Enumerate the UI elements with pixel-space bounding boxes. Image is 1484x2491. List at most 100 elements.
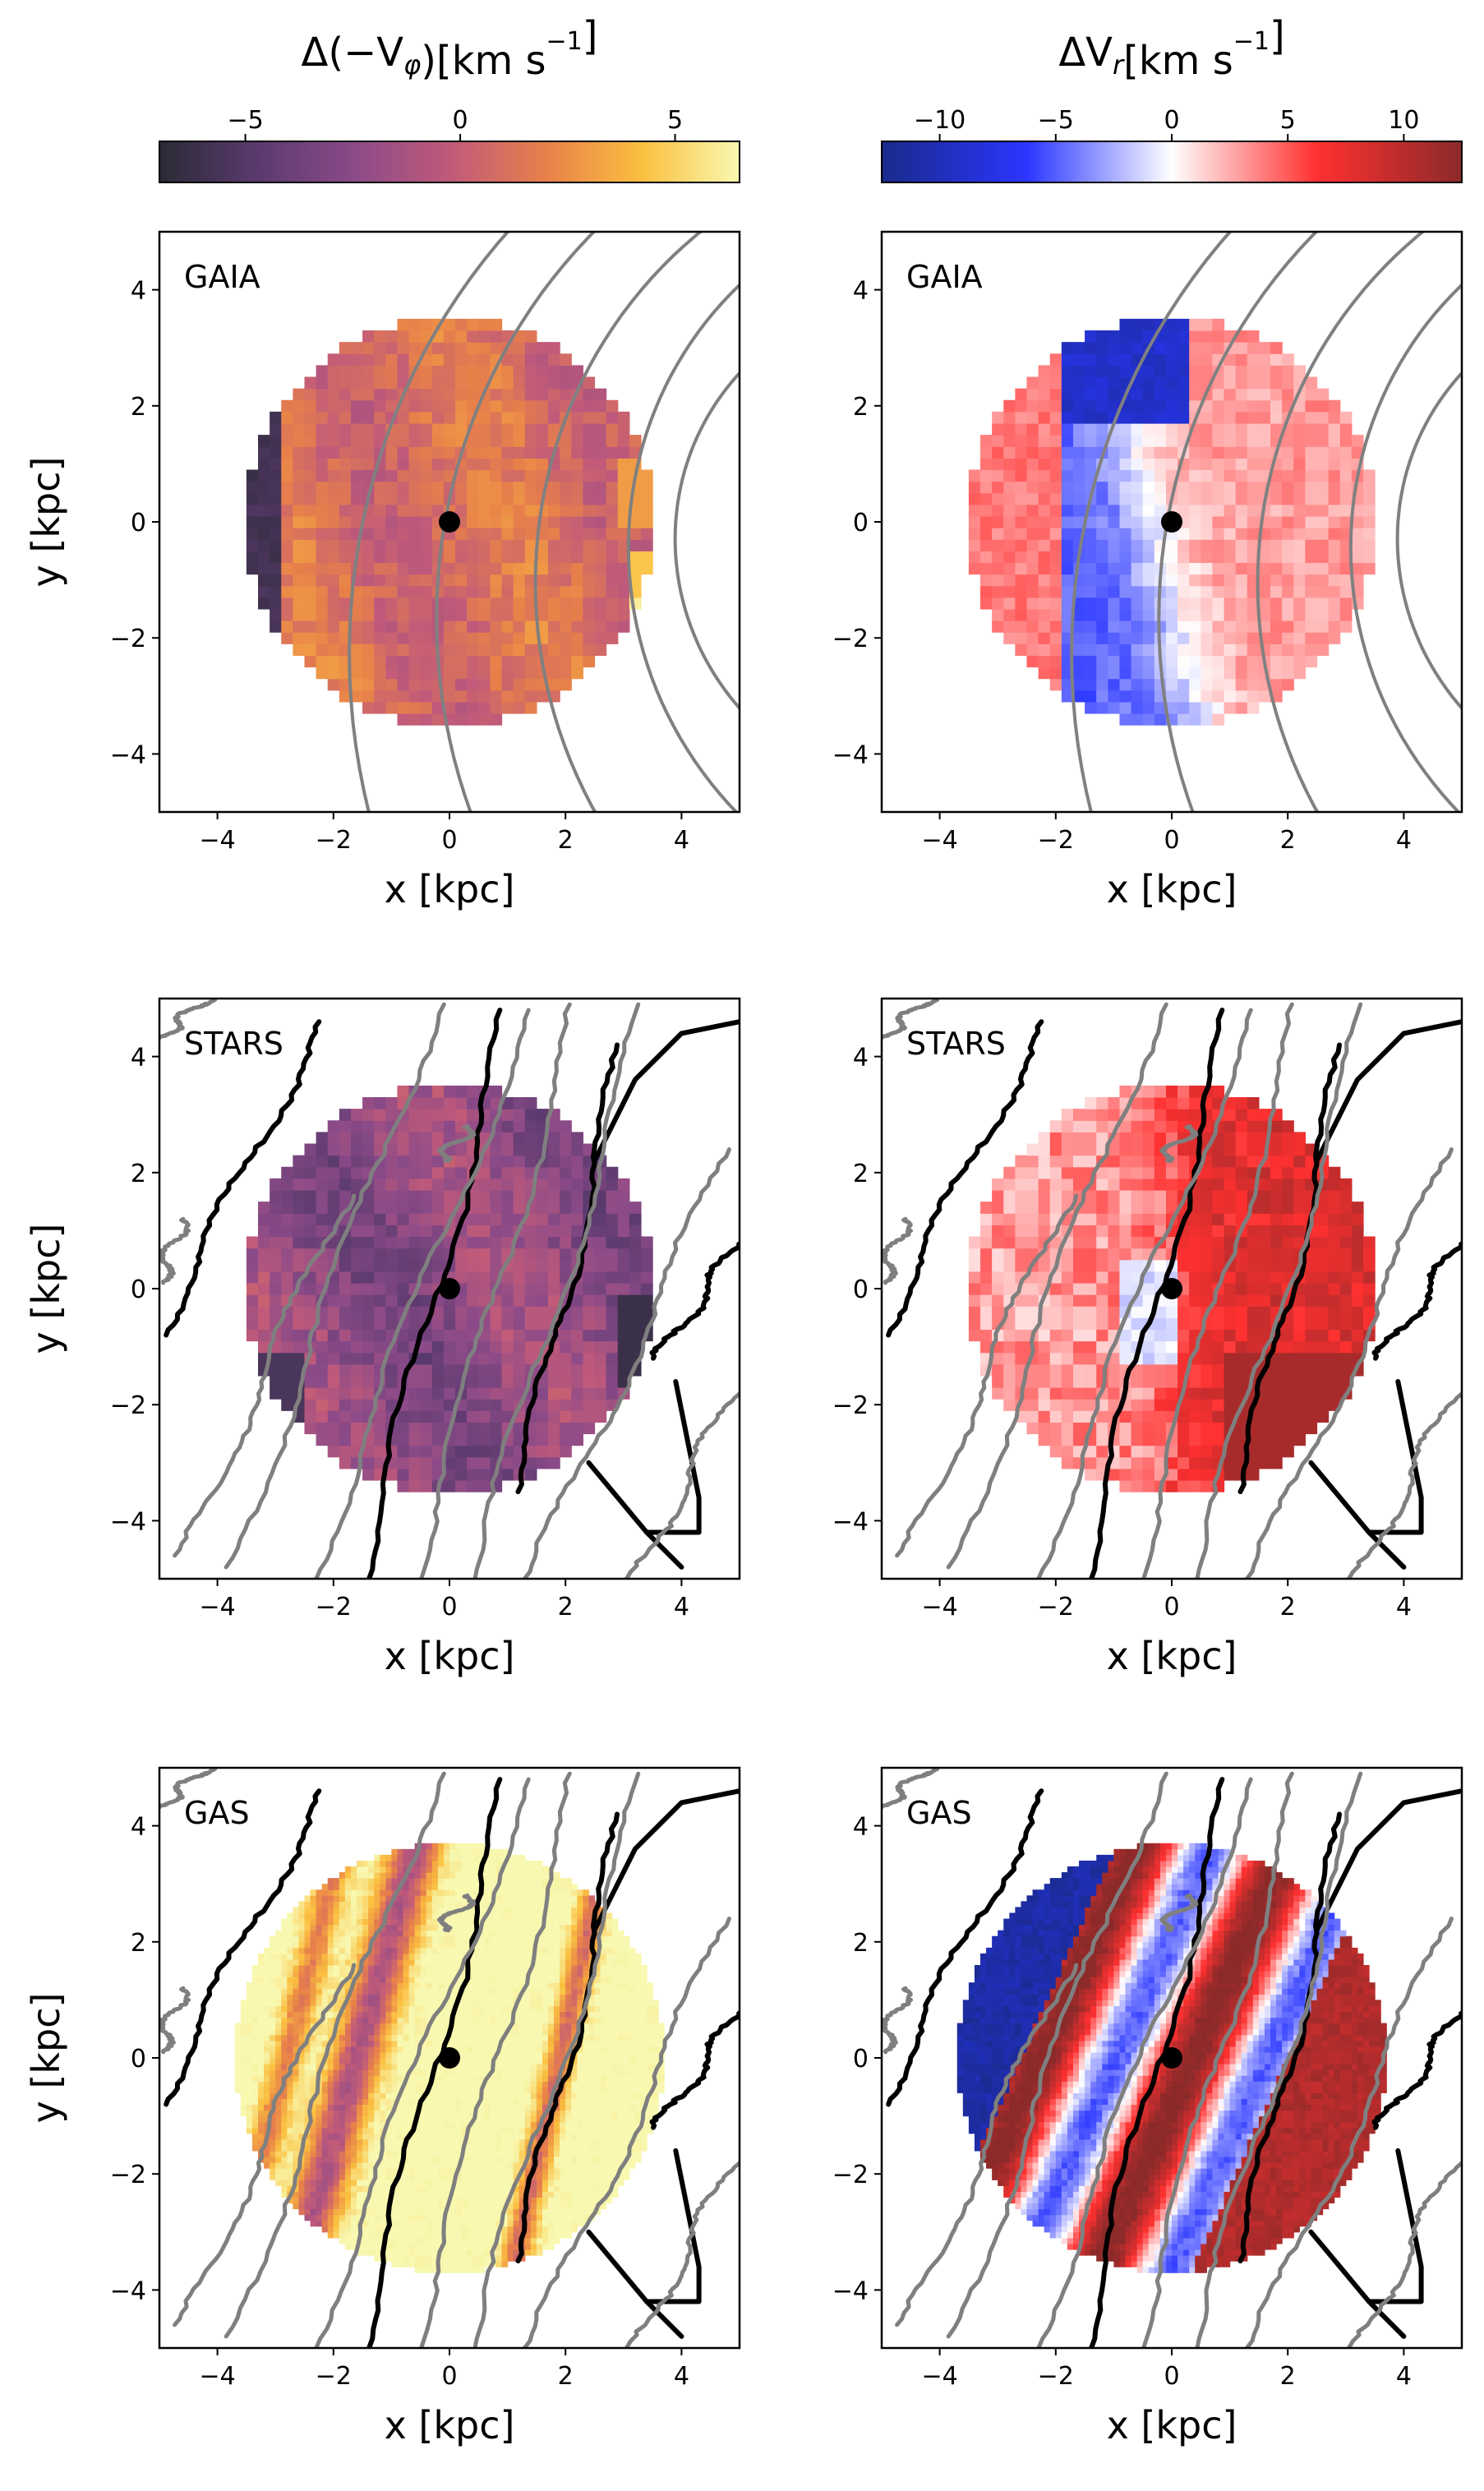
heatmap-cell (1270, 585, 1283, 598)
heatmap-cell (397, 1085, 410, 1098)
heatmap-cell (1224, 1456, 1237, 1469)
heatmap-cell (397, 620, 410, 633)
heatmap-cell (321, 2133, 329, 2140)
heatmap-cell (1026, 504, 1039, 517)
heatmap-cell (1061, 1294, 1074, 1307)
heatmap-cell (490, 1259, 503, 1272)
heatmap-cell (1131, 1306, 1144, 1318)
heatmap-cell (548, 585, 560, 598)
heatmap-cell (1339, 1306, 1353, 1318)
heatmap-cell (1201, 528, 1214, 540)
heatmap-cell (362, 1225, 375, 1238)
heatmap-cell (1212, 1399, 1225, 1411)
heatmap-cell (478, 644, 491, 656)
heatmap-cell (1270, 1387, 1283, 1400)
heatmap-cell (1061, 342, 1074, 354)
heatmap-cell (1351, 1317, 1364, 1331)
heatmap-cell (1096, 1236, 1108, 1249)
heatmap-cell (478, 318, 491, 331)
heatmap-cell (304, 1189, 317, 1202)
heatmap-cell (1049, 504, 1062, 517)
heatmap-cell (327, 388, 340, 401)
heatmap-cell (478, 1248, 491, 1261)
heatmap-cell (1258, 597, 1271, 610)
heatmap-cell (321, 2098, 329, 2106)
heatmap-cell (350, 492, 363, 505)
heatmap-cell (1247, 1120, 1260, 1132)
heatmap-cell (1049, 1189, 1062, 1202)
heatmap-cell (1142, 1352, 1155, 1365)
heatmap-cell (1096, 632, 1108, 644)
heatmap-cell (443, 1109, 456, 1121)
heatmap-cell (1235, 411, 1248, 424)
heatmap-cell (548, 411, 560, 424)
heatmap-cell (327, 353, 340, 366)
heatmap-cell (264, 2121, 270, 2129)
heatmap-cell (1154, 446, 1167, 459)
heatmap-cell (1072, 353, 1085, 366)
heatmap-cell (1085, 1213, 1097, 1225)
heatmap-cell (304, 376, 317, 390)
heatmap-cell (1201, 713, 1214, 726)
heatmap-cell (327, 2064, 334, 2070)
heatmap-cell (298, 1907, 306, 1914)
heatmap-cell (264, 1994, 270, 2000)
heatmap-cell (264, 2011, 270, 2018)
heatmap-cell (431, 1120, 445, 1132)
heatmap-cell (304, 1422, 317, 1435)
heatmap-cell (513, 528, 526, 540)
heatmap-cell (258, 1971, 265, 1977)
heatmap-cell (420, 422, 433, 436)
heatmap-cell (270, 585, 282, 598)
heatmap-cell (275, 2174, 282, 2180)
heatmap-cell (270, 1375, 282, 1388)
heatmap-cell (560, 528, 572, 540)
heatmap-cell (1108, 1225, 1121, 1238)
heatmap-cell (270, 551, 282, 564)
heatmap-cell (362, 1282, 375, 1295)
heatmap-cell (1072, 1306, 1085, 1318)
heatmap-cell (246, 2028, 253, 2036)
heatmap-cell (571, 1399, 583, 1411)
heatmap-cell (258, 1977, 265, 1983)
heatmap-cell (293, 1166, 306, 1179)
heatmap-cell (420, 690, 433, 703)
heatmap-cell (408, 435, 422, 447)
heatmap-cell (548, 365, 560, 378)
heatmap-cell (1258, 388, 1271, 401)
heatmap-cell (362, 1352, 375, 1365)
heatmap-cell (1038, 1387, 1051, 1400)
heatmap-cell (316, 2040, 323, 2047)
heatmap-cell (1015, 1213, 1028, 1225)
heatmap-cell (617, 515, 630, 528)
heatmap-cell (490, 562, 503, 575)
heatmap-cell (1293, 1225, 1306, 1238)
heatmap-cell (617, 458, 630, 471)
heatmap-cell (420, 1132, 433, 1145)
heatmap-cell (327, 562, 340, 575)
heatmap-cell (374, 1456, 386, 1469)
heatmap-cell (281, 458, 293, 471)
heatmap-cell (281, 411, 293, 424)
arm-line (1036, 1008, 1253, 1579)
heatmap-cell (397, 644, 410, 656)
heatmap-cell (1085, 1202, 1097, 1214)
heatmap-cell (501, 411, 514, 424)
heatmap-cell (258, 562, 270, 575)
heatmap-cell (1165, 1085, 1178, 1098)
heatmap-cell (431, 713, 445, 726)
heatmap-cell (339, 2040, 346, 2047)
heatmap-cell (513, 1120, 526, 1132)
arm-line (895, 1193, 1079, 1558)
heatmap-cell (536, 1399, 549, 1411)
heatmap-cell (362, 1445, 375, 1458)
heatmap-cell (1085, 1143, 1097, 1156)
heatmap-cell (490, 411, 503, 424)
heatmap-cell (304, 504, 317, 517)
heatmap-cell (536, 1259, 549, 1272)
heatmap-cell (316, 481, 329, 494)
heatmap-cell (1131, 1155, 1144, 1168)
heatmap-cell (420, 1225, 433, 1238)
heatmap-cell (1142, 469, 1155, 482)
heatmap-cell (298, 2069, 306, 2076)
